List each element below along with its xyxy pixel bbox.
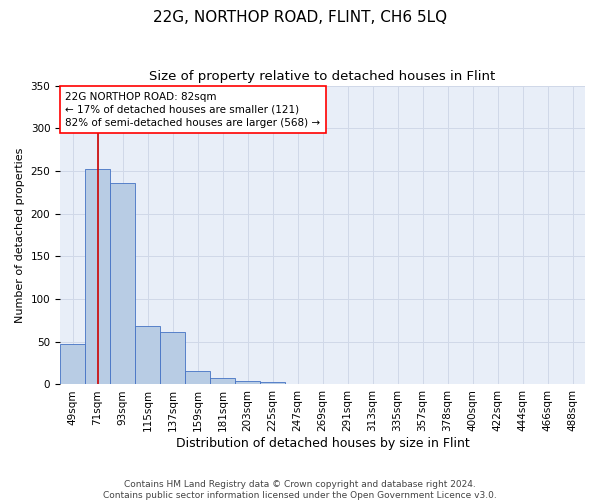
Bar	[185, 371, 210, 384]
Bar	[110, 183, 135, 384]
Title: Size of property relative to detached houses in Flint: Size of property relative to detached ho…	[149, 70, 496, 83]
Text: Contains HM Land Registry data © Crown copyright and database right 2024.
Contai: Contains HM Land Registry data © Crown c…	[103, 480, 497, 500]
Bar	[85, 169, 110, 384]
Bar	[210, 378, 235, 384]
Bar	[135, 326, 160, 384]
Y-axis label: Number of detached properties: Number of detached properties	[15, 148, 25, 322]
Bar	[160, 332, 185, 384]
Text: 22G, NORTHOP ROAD, FLINT, CH6 5LQ: 22G, NORTHOP ROAD, FLINT, CH6 5LQ	[153, 10, 447, 25]
Bar	[260, 382, 285, 384]
Text: 22G NORTHOP ROAD: 82sqm
← 17% of detached houses are smaller (121)
82% of semi-d: 22G NORTHOP ROAD: 82sqm ← 17% of detache…	[65, 92, 320, 128]
Bar	[60, 344, 85, 385]
X-axis label: Distribution of detached houses by size in Flint: Distribution of detached houses by size …	[176, 437, 469, 450]
Bar	[235, 381, 260, 384]
